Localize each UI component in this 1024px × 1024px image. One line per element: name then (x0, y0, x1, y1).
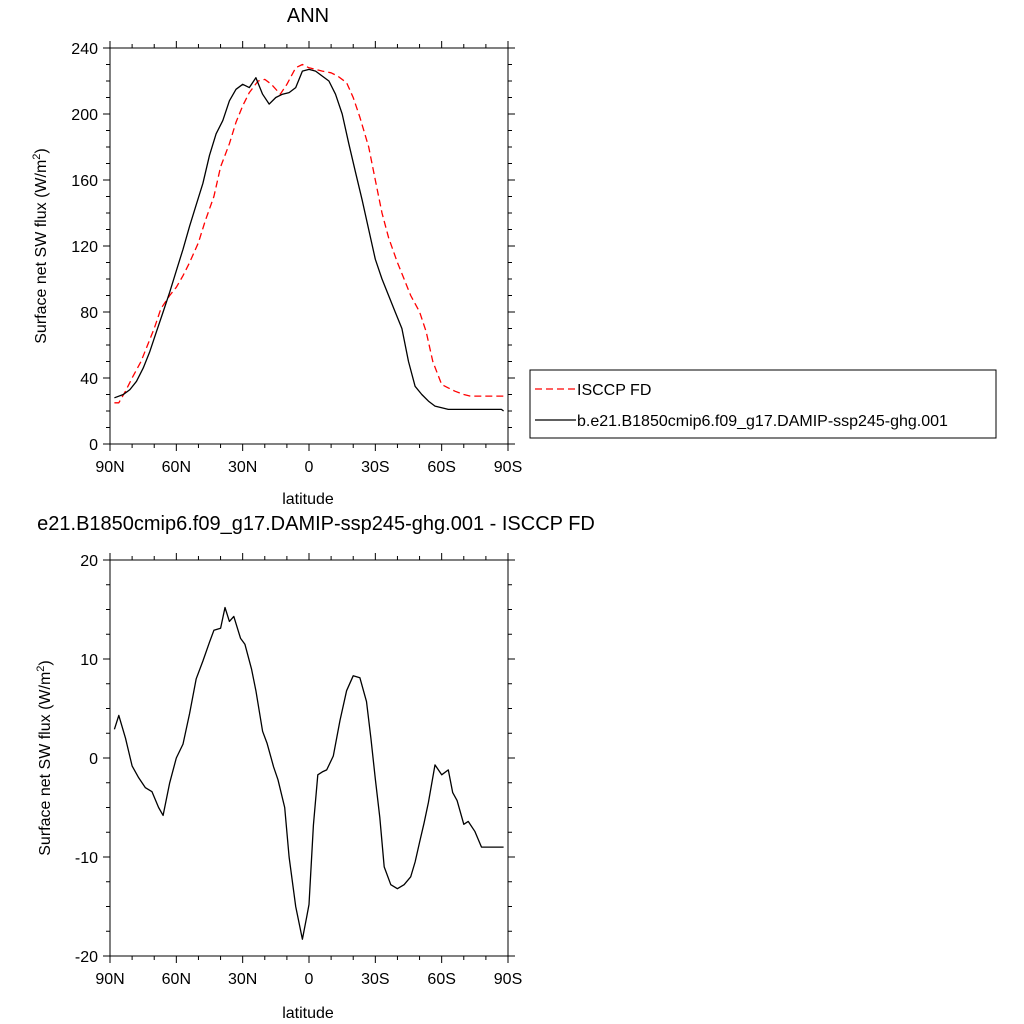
bottom-x-tick-label: 60S (427, 971, 455, 988)
top-x-tick-label: 30N (228, 459, 257, 476)
bottom-panel: e21.B1850cmip6.f09_g17.DAMIP-ssp245-ghg.… (35, 513, 595, 1022)
bottom-series-lines (113, 606, 504, 940)
bottom-x-tick-label: 0 (305, 971, 314, 988)
top-y-tick-label: 200 (71, 107, 98, 124)
top-chart-title: ANN (287, 5, 329, 27)
bottom-series-line-model (113, 606, 504, 940)
top-y-tick-label: 120 (71, 239, 98, 256)
top-x-axis-label: latitude (282, 491, 334, 508)
bottom-x-tick-label: 90S (494, 971, 522, 988)
bottom-y-axis-label: Surface net SW flux (W/m2) (35, 660, 54, 856)
legend-box (529, 369, 997, 439)
top-y-tick-labels: 0 40 80 120 160 200 240 (71, 41, 98, 454)
bottom-y-tick-label: 10 (80, 652, 98, 669)
top-plot-frame (109, 47, 509, 445)
legend-label-model: b.e21.B1850cmip6.f09_g17.DAMIP-ssp245-gh… (577, 413, 948, 430)
top-series-line-model (114, 68, 504, 412)
bottom-x-tick-labels: 90N 60N 30N 0 30S 60S 90S (95, 971, 522, 988)
bottom-x-tick-label: 60N (162, 971, 191, 988)
top-x-tick-labels: 90N 60N 30N 0 30S 60S 90S (95, 459, 522, 476)
top-y-tick-label: 0 (89, 437, 98, 454)
bottom-x-tick-label: 30S (361, 971, 389, 988)
top-x-tick-label: 0 (305, 459, 314, 476)
top-y-tick-label: 240 (71, 41, 98, 58)
bottom-x-tick-label: 30N (228, 971, 257, 988)
top-y-tick-label: 160 (71, 173, 98, 190)
top-x-tick-label: 90S (494, 459, 522, 476)
bottom-y-tick-label: 20 (80, 553, 98, 570)
bottom-y-tick-label: -20 (75, 949, 98, 966)
top-x-tick-label: 60N (162, 459, 191, 476)
bottom-plot-frame (109, 559, 509, 957)
bottom-y-tick-label: 0 (89, 751, 98, 768)
top-y-tick-label: 40 (80, 371, 98, 388)
bottom-y-tick-labels: -20 -10 0 10 20 (75, 553, 98, 966)
top-y-axis-label: Surface net SW flux (W/m2) (31, 148, 50, 344)
top-x-tick-label: 90N (95, 459, 124, 476)
top-x-tick-label: 60S (427, 459, 455, 476)
top-x-tick-label: 30S (361, 459, 389, 476)
bottom-y-tick-label: -10 (75, 850, 98, 867)
bottom-x-tick-label: 90N (95, 971, 124, 988)
legend: ISCCP FD b.e21.B1850cmip6.f09_g17.DAMIP-… (529, 369, 997, 439)
top-tick-marks (103, 41, 515, 451)
bottom-chart-title: e21.B1850cmip6.f09_g17.DAMIP-ssp245-ghg.… (37, 513, 595, 535)
legend-label-isccp-fd: ISCCP FD (577, 382, 651, 399)
top-series-lines (114, 63, 504, 412)
bottom-tick-marks (103, 553, 515, 963)
top-y-tick-label: 80 (80, 305, 98, 322)
top-series-line-isccp-fd (114, 63, 504, 404)
bottom-x-axis-label: latitude (282, 1005, 334, 1022)
